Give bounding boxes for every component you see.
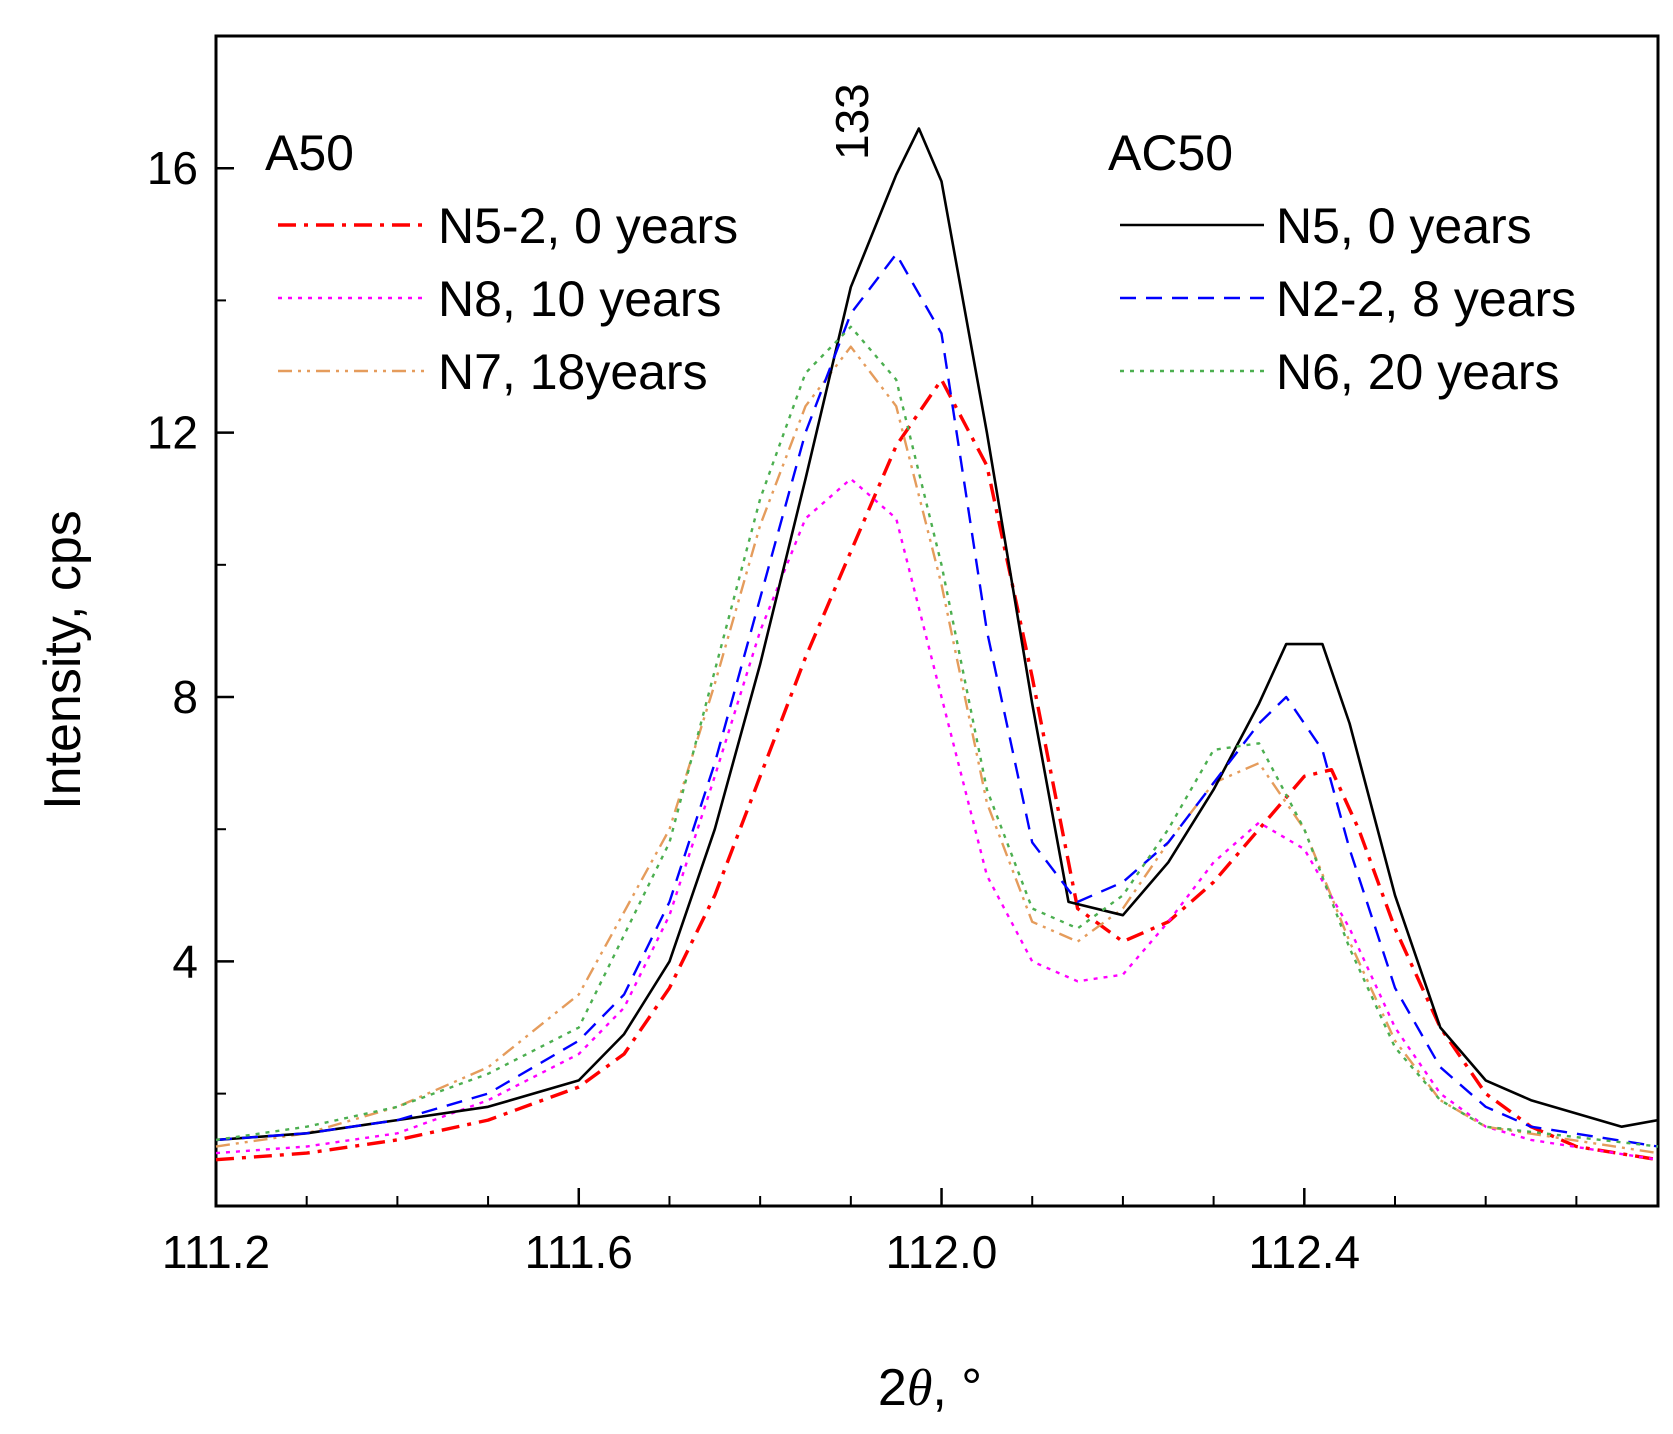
legend-label-n5-2: N5-2, 0 years bbox=[438, 198, 738, 254]
legend-label-n6: N6, 20 years bbox=[1276, 344, 1559, 400]
legend-label-n7: N7, 18years bbox=[438, 344, 708, 400]
x-axis-title-suffix: , ° bbox=[932, 1359, 982, 1417]
y-tick-label: 16 bbox=[147, 142, 198, 194]
y-tick-label: 12 bbox=[147, 407, 198, 459]
x-axis-title-prefix: 2 bbox=[878, 1359, 907, 1417]
legend-label-n2-2: N2-2, 8 years bbox=[1276, 271, 1576, 327]
x-tick-label: 112.4 bbox=[1248, 1226, 1360, 1278]
y-tick-label: 4 bbox=[172, 935, 198, 987]
peak-annotation: 133 bbox=[826, 83, 878, 160]
series-line-n6 bbox=[215, 325, 1659, 1148]
x-axis-title: 2θ, ° bbox=[878, 1359, 982, 1417]
y-tick-label: 8 bbox=[172, 671, 198, 723]
legend-group-title-ac50: AC50 bbox=[1108, 125, 1233, 181]
legend-label-n8: N8, 10 years bbox=[438, 271, 721, 327]
legend-label-n5: N5, 0 years bbox=[1276, 198, 1532, 254]
series-line-n5 bbox=[215, 127, 1659, 1142]
plot-frame bbox=[214, 34, 1660, 1208]
y-axis-title: Intensity, cps bbox=[34, 510, 92, 810]
series-layer bbox=[215, 127, 1659, 1162]
series-line-n7 bbox=[215, 345, 1659, 1155]
series-line-n5-2 bbox=[215, 378, 1659, 1162]
series-line-n8 bbox=[215, 477, 1659, 1161]
legend-group-title-a50: A50 bbox=[265, 125, 354, 181]
x-tick-label: 111.2 bbox=[162, 1226, 270, 1278]
x-tick-label: 112.0 bbox=[886, 1226, 998, 1278]
x-axis-title-symbol: θ bbox=[907, 1360, 933, 1417]
axis-ticks: 111.2 111.6 112.0 112.4 4 8 12 16 bbox=[147, 35, 1578, 1278]
x-tick-label: 111.6 bbox=[525, 1226, 633, 1278]
